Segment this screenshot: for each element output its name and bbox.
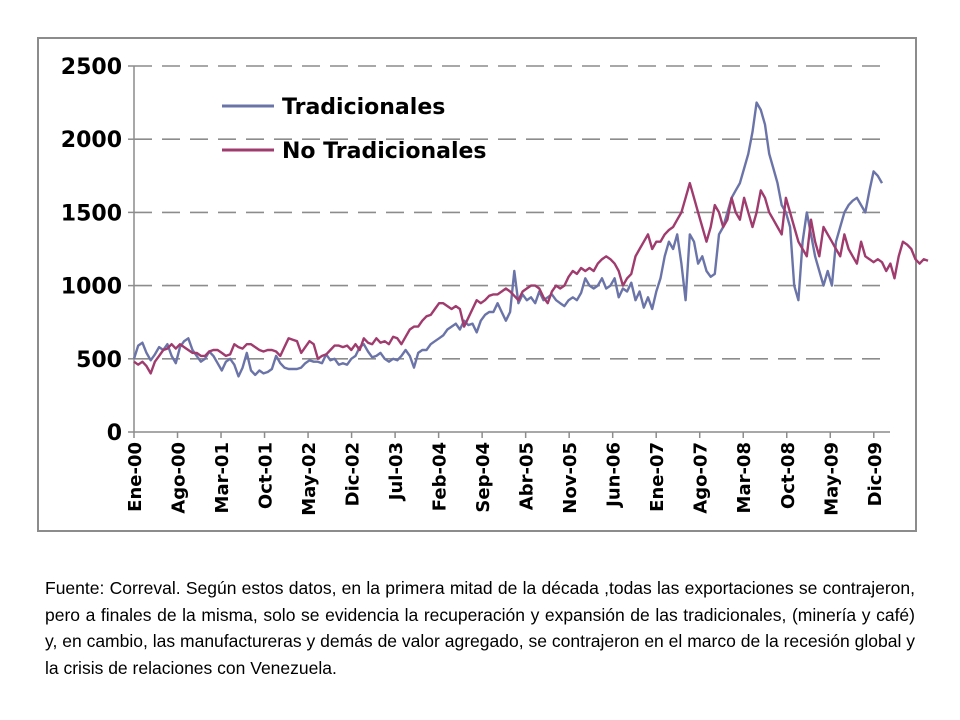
y-tick-label: 1000 bbox=[61, 275, 122, 300]
x-tick-label: Ene-00 bbox=[125, 442, 146, 512]
x-tick-label: Oct-08 bbox=[778, 442, 799, 509]
x-tick-label: Abr-05 bbox=[517, 442, 538, 510]
y-tick-label: 1500 bbox=[61, 201, 122, 226]
source-caption: Fuente: Correval. Según estos datos, en … bbox=[45, 578, 915, 678]
x-tick-label: May-02 bbox=[299, 442, 320, 516]
x-tick-label: Jun-06 bbox=[604, 442, 625, 509]
x-tick-label: Sep-04 bbox=[473, 442, 494, 513]
x-tick-label: May-09 bbox=[821, 442, 842, 516]
x-tick-label: Dic-02 bbox=[343, 442, 364, 506]
x-tick-label: Nov-05 bbox=[560, 442, 581, 514]
x-tick-label: Ago-07 bbox=[691, 442, 712, 514]
chart-frame bbox=[37, 37, 917, 532]
x-tick-label: Dic-09 bbox=[865, 442, 886, 506]
series-line-no-tradicionales bbox=[133, 181, 929, 375]
legend-label: Tradicionales bbox=[282, 95, 445, 120]
x-tick-label: Ene-07 bbox=[647, 442, 668, 512]
series-line-tradicionales bbox=[132, 101, 884, 378]
y-tick-label: 500 bbox=[76, 348, 122, 373]
y-tick-label: 2500 bbox=[61, 55, 122, 80]
x-tick-label: Feb-04 bbox=[430, 442, 451, 511]
x-tick-label: Mar-01 bbox=[212, 442, 233, 513]
y-tick-label: 0 bbox=[107, 421, 122, 446]
x-tick-label: Oct-01 bbox=[256, 442, 277, 509]
y-tick-label: 2000 bbox=[61, 128, 122, 153]
x-tick-label: Jul-03 bbox=[386, 442, 407, 502]
x-tick-label: Mar-08 bbox=[734, 442, 755, 513]
legend-label: No Tradicionales bbox=[282, 139, 487, 164]
x-tick-label: Ago-00 bbox=[169, 442, 190, 514]
